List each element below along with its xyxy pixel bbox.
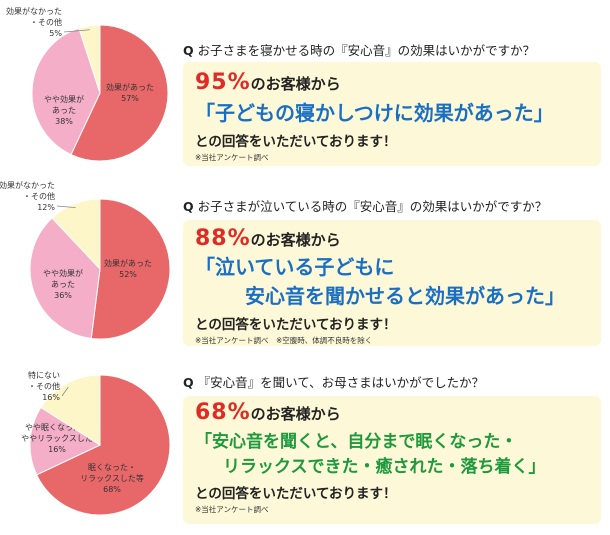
lead-rest: のお客様から — [250, 231, 341, 249]
slice-category-label: リラックスした等 — [80, 473, 144, 483]
pie-slice-1 — [70, 24, 169, 162]
answer-box-3: 68%のお客様から 「安心音を聞くと、自分まで眠くなった・ リラックスできた・癒… — [183, 396, 601, 524]
slice-category-label: あった — [51, 280, 75, 289]
question-prefix: Q — [183, 375, 194, 390]
answer-text: との回答をいただいております！ — [195, 134, 397, 150]
pie-slice-2 — [29, 406, 102, 476]
slice-value-label: 5% — [49, 29, 62, 38]
slice-value-label: 57% — [121, 94, 139, 103]
slice-category-label: ・その他 — [30, 17, 62, 27]
slice-value-label: 12% — [37, 203, 55, 212]
pie-slice-1 — [35, 374, 171, 516]
question-3: Q 『安心音』を聞いて、お母さまはいかがでしたか？ — [183, 372, 484, 391]
slice-category-label: やや眠くなった・ — [25, 423, 89, 432]
slice-value-label: 68% — [103, 485, 121, 494]
percent-text: 88% — [195, 226, 251, 251]
quote-line-2: 安心音を聞かせると効果があった」 — [245, 284, 565, 308]
slice-category-label: 眠くなった・ — [88, 463, 136, 472]
question-2: Q お子さまが泣いている時の『安心音』の効果はいかがですか？ — [183, 196, 547, 215]
slice-category-label: ・その他 — [23, 191, 55, 201]
answer-text: との回答をいただいております！ — [195, 486, 397, 502]
lead-line: 95%のお客様から — [195, 70, 554, 95]
answer-box-2: 88%のお客様から 「泣いている子どもに 安心音を聞かせると効果があった」 との… — [183, 220, 601, 346]
survey-section-2: 効果があった 52% やや効果があった 36% 効果がなかった ・その他 12% Q お子さま… — [0, 174, 610, 352]
slice-value-label: 52% — [119, 270, 137, 279]
pie-chart-3: 眠くなった・ リラックスした等 68% やや眠くなった・ ややリラックスした 16% 特にな… — [0, 360, 175, 535]
survey-section-3: 眠くなった・ リラックスした等 68% やや眠くなった・ ややリラックスした 16% 特にな… — [0, 360, 610, 531]
survey-section-1: 効果があった 57% やや効果があった 38% 効果がなかった ・その他 5% Q お子さまを… — [0, 0, 610, 172]
quote-line-2: リラックスできた・癒された・落ち着く」 — [223, 457, 546, 477]
pie-leader-line — [61, 386, 69, 397]
pie-slice-3 — [78, 24, 101, 94]
pie-slice-2 — [31, 27, 101, 156]
lead-rest: のお客様から — [250, 75, 341, 93]
percent-text: 68% — [195, 400, 251, 425]
pie-slice-3 — [40, 374, 101, 446]
quote-line-1: 「泣いている子どもに — [195, 255, 395, 279]
percent-text: 95% — [195, 70, 251, 95]
slice-value-label: 36% — [54, 291, 72, 300]
pie-leader-line — [56, 205, 76, 209]
pie-slice-1 — [90, 198, 171, 340]
slice-category-label: ・その他 — [28, 381, 60, 391]
pie-chart-2: 効果があった 52% やや効果があった 36% 効果がなかった ・その他 12% — [0, 174, 175, 356]
slice-category-label: 効果があった — [104, 258, 152, 268]
slice-category-label: 効果があった — [106, 82, 154, 92]
question-prefix: Q — [183, 43, 194, 58]
slice-category-label: 効果がなかった — [0, 180, 55, 190]
pie-leader-line — [63, 29, 91, 33]
quote-line-1: 「安心音を聞くと、自分まで眠くなった・ — [195, 432, 518, 452]
slice-category-label: あった — [52, 106, 76, 115]
question-prefix: Q — [183, 199, 194, 214]
slice-category-label: ややリラックスした — [21, 434, 93, 443]
answer-text: との回答をいただいております！ — [195, 317, 397, 333]
footnote: ※当社アンケート調べ ※空腹時、体調不良時を除く — [195, 336, 373, 345]
answer-box-1: 95%のお客様から 「子どもの寝かしつけに効果があった」 との回答をいただいてお… — [183, 62, 601, 166]
question-1: Q お子さまを寝かせる時の『安心音』の効果はいかがですか？ — [183, 40, 535, 59]
slice-value-label: 16% — [48, 445, 66, 454]
slice-value-label: 38% — [55, 117, 73, 126]
lead-rest: のお客様から — [250, 405, 341, 423]
pie-chart-1: 効果があった 57% やや効果があった 38% 効果がなかった ・その他 5% — [0, 0, 175, 176]
quote-line: 「子どもの寝かしつけに効果があった」 — [195, 101, 554, 125]
question-text: お子さまが泣いている時の『安心音』の効果はいかがですか？ — [197, 199, 548, 214]
footnote: ※当社アンケート調べ — [195, 153, 269, 162]
slice-category-label: やや効果が — [44, 94, 84, 104]
pie-slice-3 — [51, 198, 101, 271]
footnote: ※当社アンケート調べ — [195, 505, 269, 514]
question-text: 『安心音』を聞いて、お母さまはいかがでしたか？ — [197, 375, 485, 390]
lead-line: 88%のお客様から — [195, 226, 565, 251]
slice-category-label: 効果がなかった — [6, 6, 62, 16]
pie-slice-2 — [29, 217, 101, 340]
slice-category-label: 特にない — [28, 370, 60, 380]
slice-value-label: 16% — [42, 393, 60, 402]
lead-line: 68%のお客様から — [195, 400, 546, 425]
question-text: お子さまを寝かせる時の『安心音』の効果はいかがですか？ — [197, 43, 536, 58]
slice-category-label: やや効果が — [43, 268, 83, 278]
